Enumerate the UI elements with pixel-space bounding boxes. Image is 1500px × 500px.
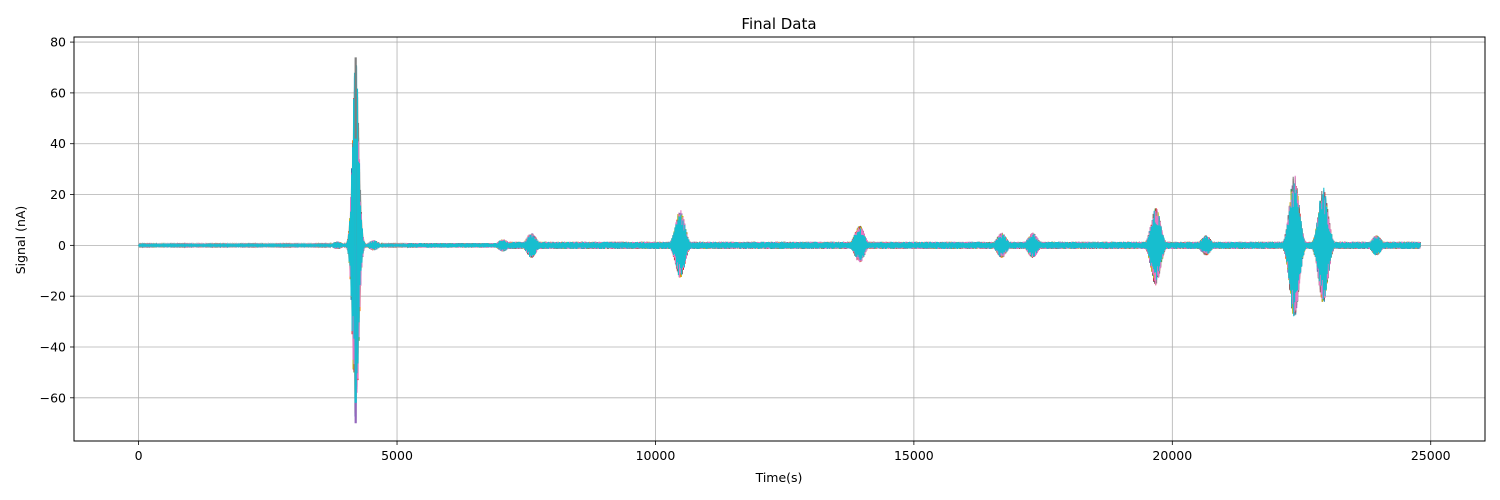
series-line	[138, 90, 1421, 375]
series-line	[138, 65, 1421, 414]
grid	[74, 37, 1485, 441]
y-tick-label: 60	[50, 85, 66, 100]
x-tick-label: 5000	[381, 448, 413, 463]
y-tick-label: 0	[58, 238, 66, 253]
y-axis: −60 −40 −20 0 20 40 60 80	[40, 35, 74, 405]
y-tick-label: −40	[40, 339, 66, 354]
series-line	[138, 91, 1421, 381]
x-tick-label: 10000	[636, 448, 676, 463]
series-line	[138, 65, 1421, 393]
series-line	[138, 60, 1421, 419]
series-group	[138, 57, 1421, 424]
x-axis-label: Time(s)	[755, 470, 803, 485]
y-tick-label: 20	[50, 187, 66, 202]
y-tick-label: 40	[50, 136, 66, 151]
series-line	[138, 60, 1421, 417]
x-axis: 0 5000 10000 15000 20000 25000	[135, 441, 1451, 463]
plot-area-frame	[73, 36, 1486, 442]
series-line	[138, 78, 1421, 405]
y-tick-label: 80	[50, 35, 66, 50]
x-tick-label: 0	[135, 448, 143, 463]
series-line	[138, 94, 1421, 422]
x-tick-label: 20000	[1152, 448, 1192, 463]
x-tick-label: 25000	[1411, 448, 1451, 463]
y-tick-label: −20	[40, 289, 66, 304]
y-tick-label: −60	[40, 390, 66, 405]
y-axis-label: Signal (nA)	[13, 206, 28, 275]
x-tick-label: 15000	[894, 448, 934, 463]
series-line	[138, 62, 1421, 377]
chart-title: Final Data	[741, 15, 816, 33]
series-line	[138, 68, 1421, 397]
